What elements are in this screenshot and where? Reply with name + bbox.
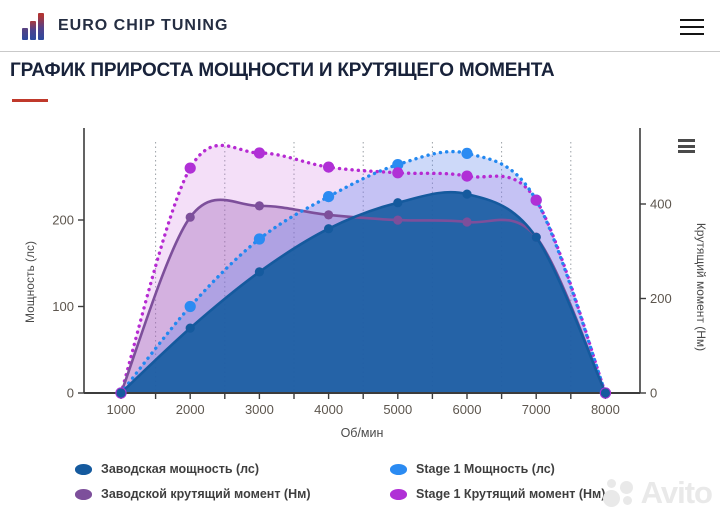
legend-label: Заводская мощность (лс) — [101, 462, 260, 476]
avito-watermark: Avito — [602, 475, 713, 511]
avito-watermark-text: Avito — [640, 475, 713, 510]
svg-text:0: 0 — [67, 386, 74, 401]
brand-bar-chart-icon — [22, 13, 44, 40]
svg-text:1000: 1000 — [107, 402, 136, 417]
legend-marker-icon — [75, 488, 92, 500]
svg-text:5000: 5000 — [383, 402, 412, 417]
svg-text:Об/мин: Об/мин — [341, 426, 384, 440]
svg-text:7000: 7000 — [522, 402, 551, 417]
svg-text:4000: 4000 — [314, 402, 343, 417]
page-title: ГРАФИК ПРИРОСТА МОЩНОСТИ И КРУТЯЩЕГО МОМ… — [10, 60, 555, 81]
legend-label: Заводской крутящий момент (Нм) — [101, 487, 311, 501]
avito-logo-icon — [602, 476, 636, 510]
brand-name: EURO CHIP TUNING — [58, 17, 229, 34]
title-accent-line — [12, 99, 48, 102]
svg-text:3000: 3000 — [245, 402, 274, 417]
legend-item-3[interactable]: Stage 1 Крутящий момент (Нм) — [390, 485, 720, 503]
chart-legend: Заводская мощность (лс) Stage 1 Мощность … — [0, 456, 720, 503]
svg-text:200: 200 — [52, 213, 74, 228]
svg-text:100: 100 — [52, 299, 74, 314]
line-series-3 — [119, 143, 608, 395]
svg-text:6000: 6000 — [453, 402, 482, 417]
svg-text:Мощность (лс): Мощность (лс) — [23, 241, 37, 323]
legend-marker-icon — [390, 488, 407, 500]
hamburger-menu-icon[interactable] — [680, 19, 704, 35]
svg-text:2000: 2000 — [176, 402, 205, 417]
site-header: EURO CHIP TUNING — [0, 0, 720, 52]
svg-text:8000: 8000 — [591, 402, 620, 417]
legend-item-0[interactable]: Заводская мощность (лс) — [75, 460, 390, 478]
line-series-0 — [119, 190, 607, 395]
legend-marker-icon — [390, 463, 407, 475]
legend-marker-icon — [75, 463, 92, 475]
legend-label: Stage 1 Крутящий момент (Нм) — [416, 487, 606, 501]
legend-item-2[interactable]: Stage 1 Мощность (лс) — [390, 460, 720, 478]
area-series-0 — [121, 192, 606, 393]
legend-item-1[interactable]: Заводской крутящий момент (Нм) — [75, 485, 390, 503]
line-series-2 — [119, 149, 608, 395]
svg-text:0: 0 — [650, 386, 657, 401]
legend-label: Stage 1 Мощность (лс) — [416, 462, 555, 476]
chart-context-menu-icon[interactable] — [678, 139, 695, 153]
svg-text:200: 200 — [650, 291, 672, 306]
svg-text:400: 400 — [650, 197, 672, 212]
svg-text:Крутящий момент (Нм): Крутящий момент (Нм) — [694, 223, 708, 351]
